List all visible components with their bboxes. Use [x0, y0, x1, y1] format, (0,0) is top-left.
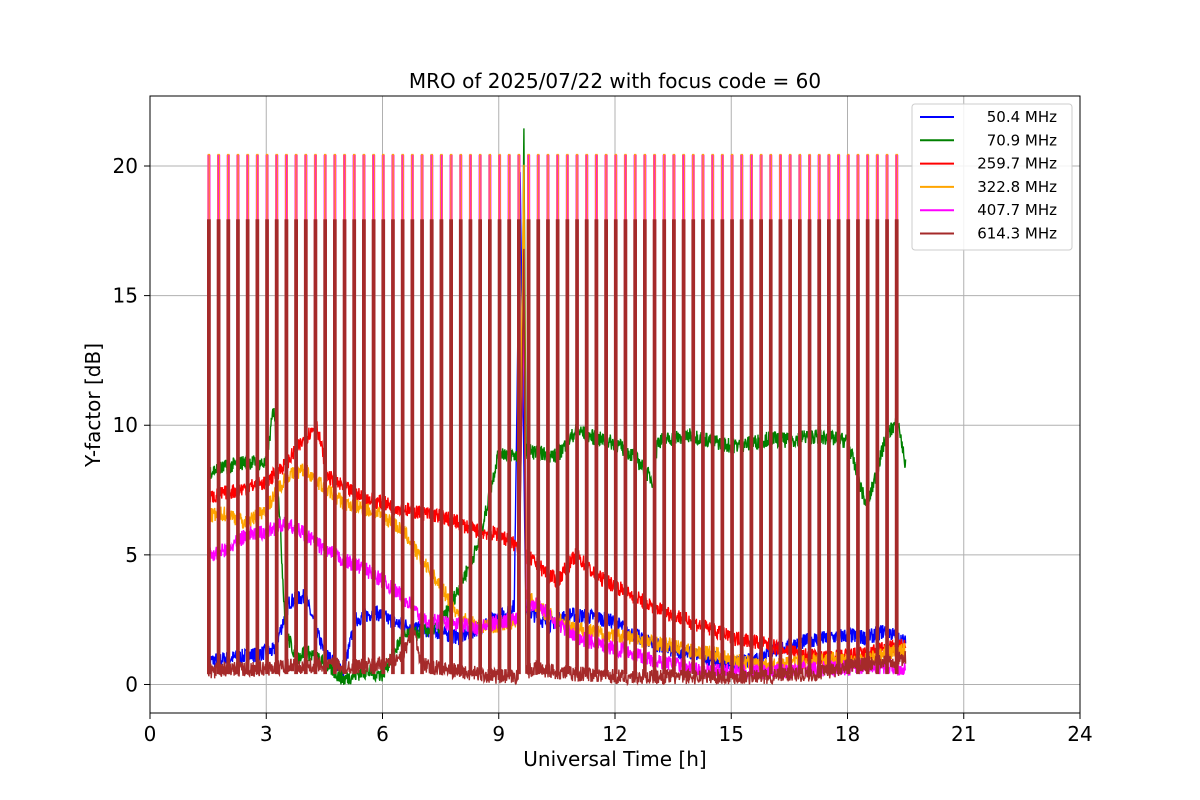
x-tick-label: 18: [835, 722, 860, 746]
x-tick-label: 21: [951, 722, 976, 746]
x-tick-label: 24: [1067, 722, 1092, 746]
y-tick-label: 5: [125, 543, 138, 567]
calibration-pulses: [207, 219, 899, 675]
x-tick-label: 12: [602, 722, 627, 746]
y-tick-label: 15: [113, 284, 138, 308]
x-tick-label: 3: [260, 722, 273, 746]
y-tick-label: 0: [125, 672, 138, 696]
y-axis-label: Y-factor [dB]: [81, 343, 105, 468]
tick-layer: 0 3 6 9 12 15 18 21 24 0 5 10 15 20: [113, 154, 1093, 746]
x-tick-label: 0: [144, 722, 157, 746]
legend-label: 50.4 MHz: [987, 108, 1057, 126]
legend-label: 70.9 MHz: [987, 131, 1057, 149]
series-layer: [207, 128, 907, 687]
x-axis-label: Universal Time [h]: [523, 747, 706, 771]
legend: 50.4 MHz 70.9 MHz 259.7 MHz 322.8 MHz 407.7 …: [911, 103, 1073, 251]
y-tick-label: 10: [113, 413, 138, 437]
legend-label: 322.8 MHz: [977, 178, 1057, 196]
chart-title: MRO of 2025/07/22 with focus code = 60: [409, 69, 821, 93]
legend-label: 259.7 MHz: [977, 155, 1057, 173]
legend-label: 614.3 MHz: [977, 225, 1057, 243]
calibration-pulses: [207, 153, 898, 659]
x-tick-label: 6: [376, 722, 389, 746]
legend-label: 407.7 MHz: [977, 201, 1057, 219]
y-tick-label: 20: [113, 154, 138, 178]
x-tick-label: 9: [492, 722, 505, 746]
x-tick-label: 15: [719, 722, 744, 746]
calibration-pulses: [207, 154, 899, 659]
